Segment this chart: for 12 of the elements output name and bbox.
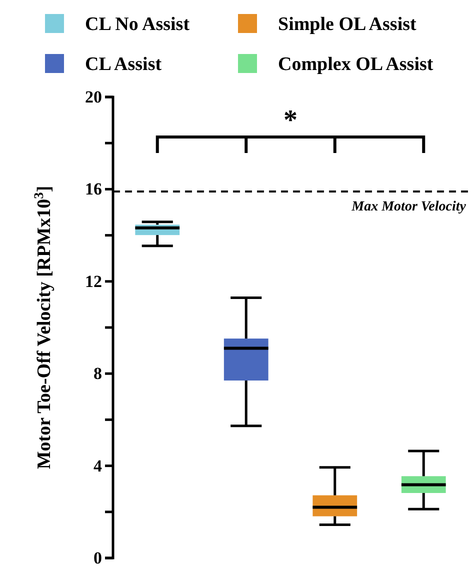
legend-label: Simple OL Assist [278, 14, 417, 35]
y-tick-label: 4 [94, 456, 102, 476]
y-tick-label: 0 [94, 548, 102, 567]
y-tick-label: 8 [94, 364, 102, 384]
y-tick-label: 20 [85, 87, 102, 106]
ref-line-label: Max Motor Velocity [350, 200, 467, 215]
y-tick-label: 16 [85, 180, 102, 199]
annotation: * [284, 105, 298, 136]
legend-label: CL Assist [85, 54, 162, 75]
legend-label: CL No Assist [85, 14, 190, 35]
legend-label: Complex OL Assist [278, 54, 434, 75]
y-tick-label: 12 [85, 272, 102, 291]
